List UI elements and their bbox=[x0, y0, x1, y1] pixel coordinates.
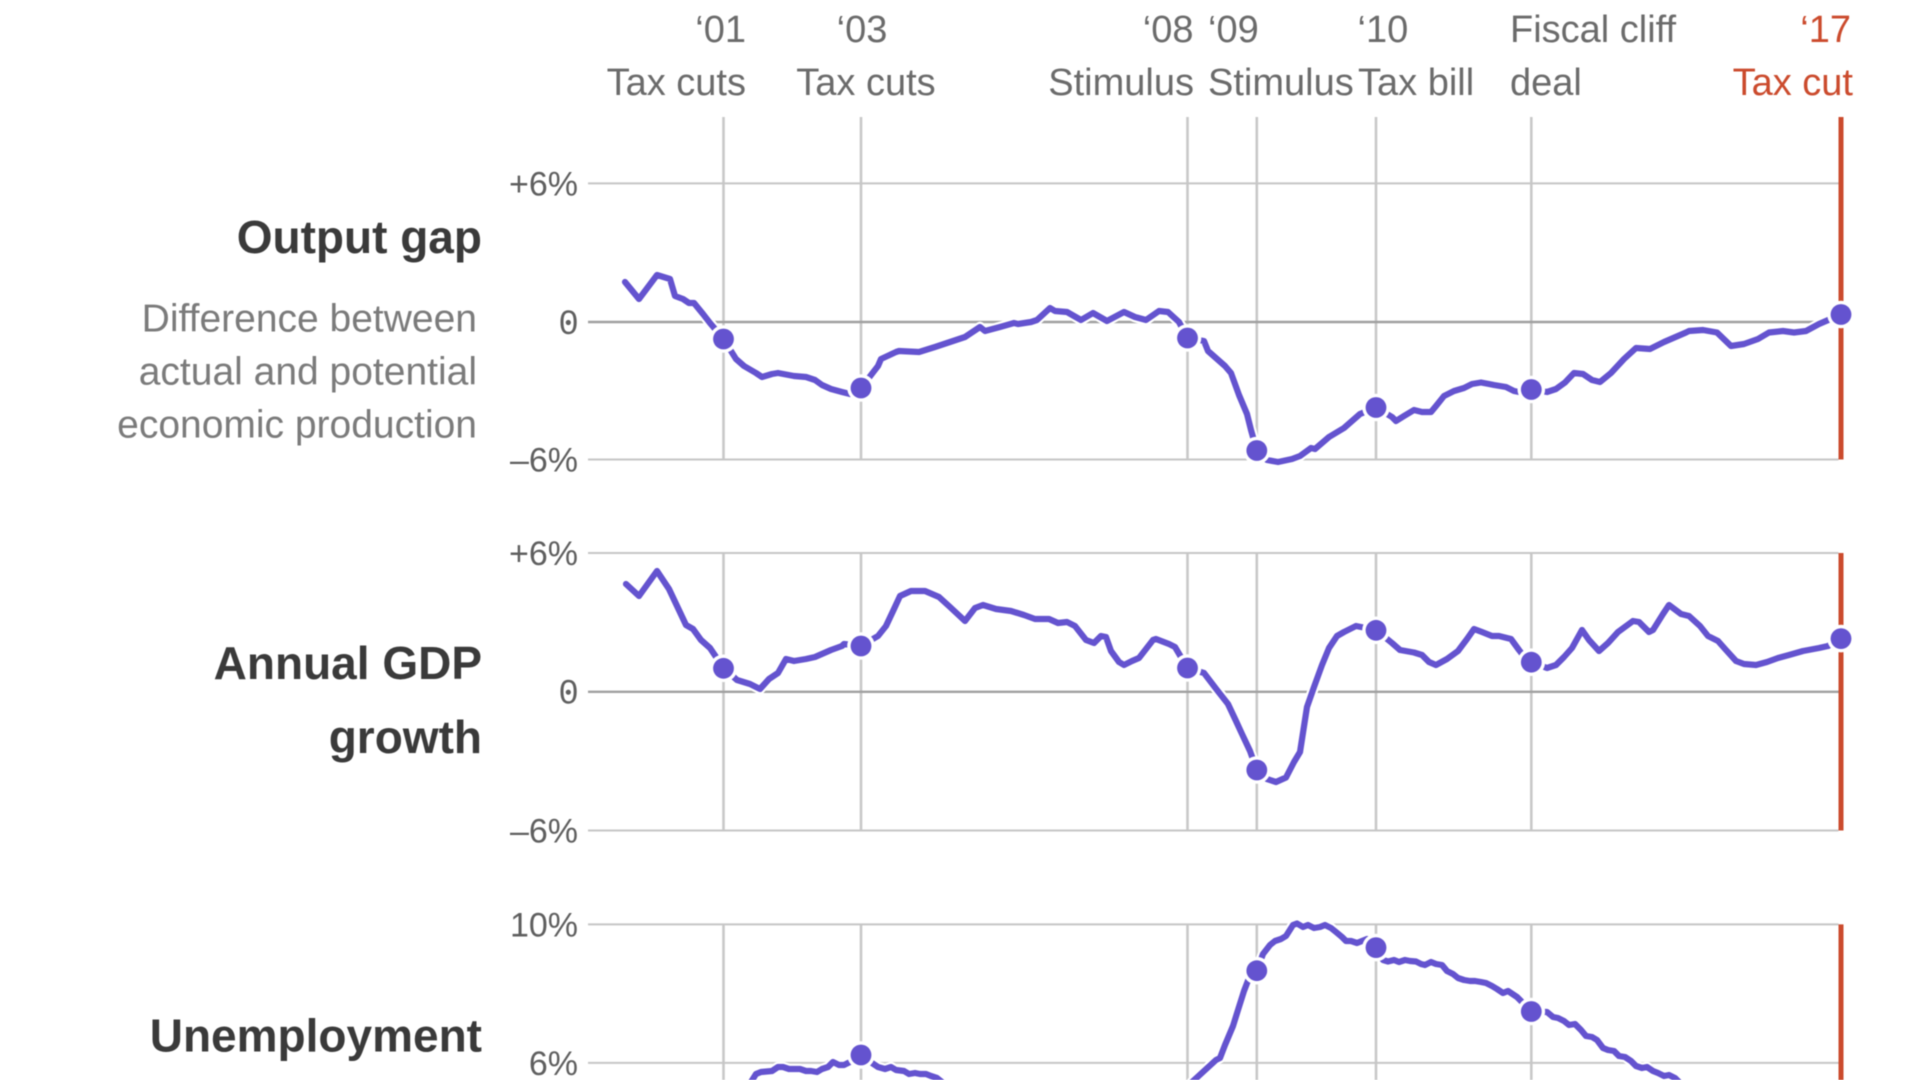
svg-text:10%: 10% bbox=[510, 906, 578, 944]
svg-text:+6%: +6% bbox=[509, 166, 578, 204]
svg-text:‘17: ‘17 bbox=[1800, 9, 1851, 51]
svg-text:Tax bill: Tax bill bbox=[1358, 62, 1474, 104]
svg-text:Stimulus: Stimulus bbox=[1048, 62, 1194, 104]
svg-text:‘03: ‘03 bbox=[837, 9, 888, 51]
svg-text:Fiscal cliff: Fiscal cliff bbox=[1510, 9, 1677, 51]
svg-text:6%: 6% bbox=[529, 1045, 578, 1080]
svg-text:Tax cuts: Tax cuts bbox=[607, 62, 746, 104]
svg-text:Stimulus: Stimulus bbox=[1208, 62, 1354, 104]
svg-text:Tax cuts: Tax cuts bbox=[796, 62, 935, 104]
svg-text:economic production: economic production bbox=[117, 404, 477, 447]
svg-text:‘01: ‘01 bbox=[695, 9, 746, 51]
svg-text:‘09: ‘09 bbox=[1208, 9, 1259, 51]
svg-text:Tax cut: Tax cut bbox=[1733, 62, 1854, 104]
svg-text:‘08: ‘08 bbox=[1143, 9, 1194, 51]
svg-text:Annual GDP: Annual GDP bbox=[214, 637, 482, 689]
svg-text:Difference between: Difference between bbox=[142, 298, 477, 341]
svg-text:+6%: +6% bbox=[509, 535, 578, 573]
svg-text:Output gap: Output gap bbox=[237, 211, 482, 263]
svg-text:Unemployment: Unemployment bbox=[150, 1010, 482, 1062]
svg-text:actual and potential: actual and potential bbox=[139, 351, 477, 394]
svg-text:–6%: –6% bbox=[510, 442, 578, 480]
svg-text:–6%: –6% bbox=[510, 813, 578, 851]
svg-text:deal: deal bbox=[1510, 62, 1582, 104]
svg-text:‘10: ‘10 bbox=[1358, 9, 1409, 51]
svg-text:growth: growth bbox=[329, 711, 482, 763]
